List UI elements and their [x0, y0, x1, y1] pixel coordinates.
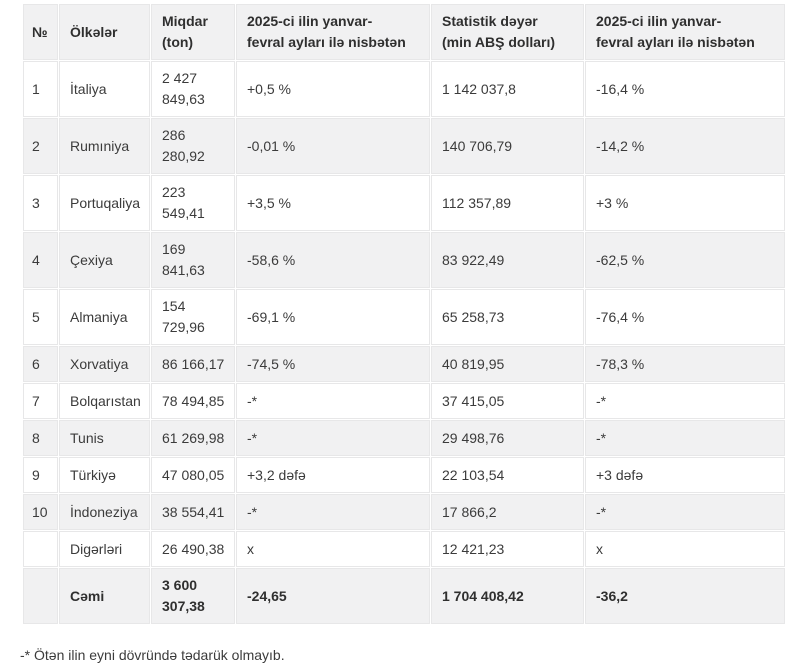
table-cell: 37 415,05: [431, 383, 584, 419]
table-cell: +3 %: [585, 175, 785, 231]
table-row: Digərləri 26 490,38 x 12 421,23 x: [23, 531, 785, 567]
table-cell: 17 866,2: [431, 494, 584, 530]
total-cell: 1 704 408,42: [431, 568, 584, 624]
table-cell: Xorvatiya: [59, 346, 150, 382]
table-cell: Türkiyə: [59, 457, 150, 493]
header-cell: Statistik dəyər (min ABŞ dolları): [431, 4, 584, 60]
table-cell: 26 490,38: [151, 531, 235, 567]
table-cell: Portuqaliya: [59, 175, 150, 231]
table-cell: 12 421,23: [431, 531, 584, 567]
row-number-cell: [23, 531, 58, 567]
table-row: 6 Xorvatiya 86 166,17 -74,5 % 40 819,95 -78,3…: [23, 346, 785, 382]
header-cell: №: [23, 4, 58, 60]
header-cell: Ölkələr: [59, 4, 150, 60]
table-cell: 22 103,54: [431, 457, 584, 493]
header-cell: 2025-ci ilin yanvar- fevral ayları ilə n…: [585, 4, 785, 60]
table-cell: 40 819,95: [431, 346, 584, 382]
table-cell: Almaniya: [59, 289, 150, 345]
table-cell: -16,4 %: [585, 61, 785, 117]
table-row: 4 Çexiya 169 841,63 -58,6 % 83 922,49 -62,5 %: [23, 232, 785, 288]
table-cell: Tunis: [59, 420, 150, 456]
table-cell: -78,3 %: [585, 346, 785, 382]
table-cell: -76,4 %: [585, 289, 785, 345]
row-number-cell: 3: [23, 175, 58, 231]
supply-table: № Ölkələr Miqdar (ton) 2025-ci ilin yanvar-…: [22, 3, 786, 625]
table-cell: 38 554,41: [151, 494, 235, 530]
row-number-cell: 4: [23, 232, 58, 288]
table-cell: 140 706,79: [431, 118, 584, 174]
header-row: № Ölkələr Miqdar (ton) 2025-ci ilin yanvar-…: [23, 4, 785, 60]
row-number-cell: 8: [23, 420, 58, 456]
total-cell: -36,2: [585, 568, 785, 624]
table-cell: 83 922,49: [431, 232, 584, 288]
table-cell: -*: [585, 420, 785, 456]
table-cell: Rumıniya: [59, 118, 150, 174]
total-cell: 3 600 307,38: [151, 568, 235, 624]
table-row: 10 İndoneziya 38 554,41 -* 17 866,2 -*: [23, 494, 785, 530]
table-cell: 1 142 037,8: [431, 61, 584, 117]
table-cell: 29 498,76: [431, 420, 584, 456]
table-cell: 78 494,85: [151, 383, 235, 419]
total-cell: [23, 568, 58, 624]
table-cell: +3,5 %: [236, 175, 430, 231]
table-row: 5 Almaniya 154 729,96 -69,1 % 65 258,73 -76,4…: [23, 289, 785, 345]
header-cell: Miqdar (ton): [151, 4, 235, 60]
row-number-cell: 1: [23, 61, 58, 117]
table-row: 9 Türkiyə 47 080,05 +3,2 dəfə 22 103,54 +3 də…: [23, 457, 785, 493]
table-cell: 61 269,98: [151, 420, 235, 456]
table-cell: Çexiya: [59, 232, 150, 288]
table-cell: 112 357,89: [431, 175, 584, 231]
row-number-cell: 9: [23, 457, 58, 493]
table-cell: x: [236, 531, 430, 567]
table-cell: 154 729,96: [151, 289, 235, 345]
table-row: 7 Bolqarıstan 78 494,85 -* 37 415,05 -*: [23, 383, 785, 419]
table-row: 1 İtaliya 2 427 849,63 +0,5 % 1 142 037,8 -16…: [23, 61, 785, 117]
table-cell: -*: [236, 494, 430, 530]
total-cell: Cəmi: [59, 568, 150, 624]
table-row: 8 Tunis 61 269,98 -* 29 498,76 -*: [23, 420, 785, 456]
table-cell: -69,1 %: [236, 289, 430, 345]
table-cell: +0,5 %: [236, 61, 430, 117]
table-cell: Bolqarıstan: [59, 383, 150, 419]
row-number-cell: 7: [23, 383, 58, 419]
table-cell: 65 258,73: [431, 289, 584, 345]
table-cell: 47 080,05: [151, 457, 235, 493]
row-number-cell: 2: [23, 118, 58, 174]
table-cell: 286 280,92: [151, 118, 235, 174]
row-number-cell: 5: [23, 289, 58, 345]
table-cell: -74,5 %: [236, 346, 430, 382]
table-body: 1 İtaliya 2 427 849,63 +0,5 % 1 142 037,8 -16…: [23, 61, 785, 624]
total-row: Cəmi 3 600 307,38 -24,65 1 704 408,42 -36,2: [23, 568, 785, 624]
row-number-cell: 10: [23, 494, 58, 530]
table-cell: -*: [236, 383, 430, 419]
table-cell: 86 166,17: [151, 346, 235, 382]
table-cell: İndoneziya: [59, 494, 150, 530]
table-row: 3 Portuqaliya 223 549,41 +3,5 % 112 357,89 +3…: [23, 175, 785, 231]
table-cell: -*: [236, 420, 430, 456]
table-cell: -*: [585, 383, 785, 419]
table-cell: 223 549,41: [151, 175, 235, 231]
footnote: -* Ötən ilin eyni dövründə tədarük olmay…: [20, 647, 285, 663]
table-cell: İtaliya: [59, 61, 150, 117]
table-cell: -58,6 %: [236, 232, 430, 288]
table-cell: -0,01 %: [236, 118, 430, 174]
table-cell: Digərləri: [59, 531, 150, 567]
table-cell: +3 dəfə: [585, 457, 785, 493]
table-header: № Ölkələr Miqdar (ton) 2025-ci ilin yanvar-…: [23, 4, 785, 60]
total-cell: -24,65: [236, 568, 430, 624]
table-cell: 2 427 849,63: [151, 61, 235, 117]
table-cell: -14,2 %: [585, 118, 785, 174]
row-number-cell: 6: [23, 346, 58, 382]
table-cell: 169 841,63: [151, 232, 235, 288]
header-cell: 2025-ci ilin yanvar- fevral ayları ilə n…: [236, 4, 430, 60]
table-cell: +3,2 dəfə: [236, 457, 430, 493]
table-cell: -*: [585, 494, 785, 530]
table-cell: x: [585, 531, 785, 567]
table-row: 2 Rumıniya 286 280,92 -0,01 % 140 706,79 -14,…: [23, 118, 785, 174]
table-cell: -62,5 %: [585, 232, 785, 288]
